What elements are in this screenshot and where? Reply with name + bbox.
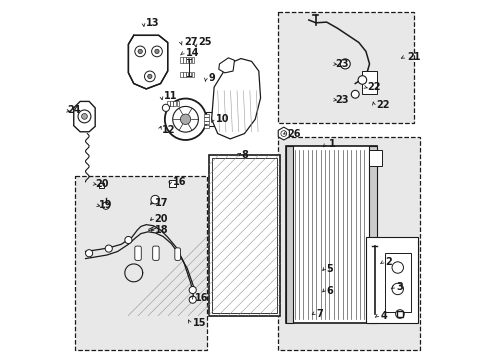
Polygon shape	[188, 58, 191, 63]
Polygon shape	[128, 35, 167, 89]
Circle shape	[102, 202, 109, 209]
FancyBboxPatch shape	[152, 246, 159, 260]
Circle shape	[155, 49, 159, 54]
Text: 6: 6	[326, 286, 333, 296]
Text: 3: 3	[395, 282, 402, 292]
Text: 27: 27	[183, 37, 197, 48]
Text: 4: 4	[380, 311, 386, 321]
Text: 13: 13	[146, 18, 160, 28]
Text: 2: 2	[385, 257, 391, 267]
Circle shape	[350, 90, 358, 98]
Polygon shape	[188, 72, 191, 77]
Bar	[211, 158, 277, 313]
Bar	[168, 180, 176, 187]
Circle shape	[340, 59, 349, 69]
Polygon shape	[176, 101, 179, 106]
Circle shape	[135, 46, 145, 57]
Circle shape	[78, 110, 91, 123]
Circle shape	[180, 114, 190, 125]
Circle shape	[280, 131, 286, 136]
Bar	[384, 253, 410, 312]
Text: 14: 14	[185, 48, 199, 58]
Text: 10: 10	[216, 114, 229, 124]
Text: 16: 16	[194, 293, 207, 303]
Polygon shape	[173, 101, 176, 106]
Text: 22: 22	[376, 100, 389, 110]
Text: 20: 20	[95, 179, 108, 189]
Text: 12: 12	[162, 125, 176, 135]
Text: 7: 7	[315, 309, 322, 319]
Bar	[368, 146, 376, 323]
Polygon shape	[203, 114, 208, 117]
Polygon shape	[166, 101, 169, 106]
Polygon shape	[180, 72, 183, 77]
Polygon shape	[180, 58, 183, 63]
Circle shape	[164, 99, 206, 140]
Text: 18: 18	[155, 225, 168, 235]
Text: 8: 8	[241, 150, 247, 160]
Circle shape	[357, 76, 366, 84]
Circle shape	[147, 74, 152, 78]
Text: 23: 23	[335, 59, 348, 69]
Text: 21: 21	[406, 52, 420, 62]
Circle shape	[172, 107, 198, 132]
Polygon shape	[211, 59, 260, 139]
Polygon shape	[185, 58, 188, 63]
Text: 24: 24	[67, 105, 81, 115]
Circle shape	[395, 310, 404, 318]
Bar	[206, 112, 227, 126]
Polygon shape	[191, 72, 194, 77]
Polygon shape	[278, 127, 289, 140]
Circle shape	[189, 287, 196, 294]
Text: 20: 20	[154, 214, 168, 224]
Text: 11: 11	[164, 91, 177, 101]
Circle shape	[144, 71, 155, 82]
Polygon shape	[183, 72, 185, 77]
Circle shape	[162, 104, 169, 111]
Circle shape	[391, 262, 403, 273]
Circle shape	[105, 245, 112, 252]
Polygon shape	[218, 58, 234, 73]
Polygon shape	[74, 102, 95, 132]
Circle shape	[189, 296, 196, 303]
Polygon shape	[170, 101, 173, 106]
Circle shape	[81, 113, 87, 119]
Bar	[365, 237, 417, 323]
Polygon shape	[203, 125, 208, 128]
Text: 1: 1	[328, 139, 334, 149]
Bar	[368, 303, 381, 319]
FancyBboxPatch shape	[175, 248, 180, 260]
Bar	[285, 146, 293, 323]
Text: 9: 9	[208, 73, 215, 83]
Text: 26: 26	[287, 129, 300, 139]
Bar	[278, 12, 413, 123]
Circle shape	[151, 46, 162, 57]
Circle shape	[85, 249, 93, 257]
Bar	[285, 146, 376, 323]
Bar	[208, 155, 280, 316]
Bar	[362, 71, 376, 94]
Text: 15: 15	[192, 318, 206, 328]
Polygon shape	[203, 117, 208, 121]
Text: 23: 23	[335, 95, 348, 105]
Text: 25: 25	[198, 37, 211, 48]
Text: 17: 17	[154, 198, 168, 208]
Circle shape	[391, 283, 403, 295]
Text: 22: 22	[367, 82, 381, 92]
Bar	[278, 137, 419, 350]
Text: 16: 16	[173, 177, 186, 187]
Bar	[75, 176, 206, 350]
Polygon shape	[203, 121, 208, 124]
Text: 19: 19	[99, 200, 112, 210]
Circle shape	[124, 237, 132, 244]
Polygon shape	[183, 58, 185, 63]
Polygon shape	[185, 72, 188, 77]
Text: 5: 5	[326, 264, 333, 274]
Circle shape	[151, 195, 159, 204]
Bar	[99, 183, 104, 188]
Polygon shape	[191, 58, 194, 63]
FancyBboxPatch shape	[135, 246, 141, 260]
Bar	[368, 150, 381, 166]
Circle shape	[138, 49, 142, 54]
